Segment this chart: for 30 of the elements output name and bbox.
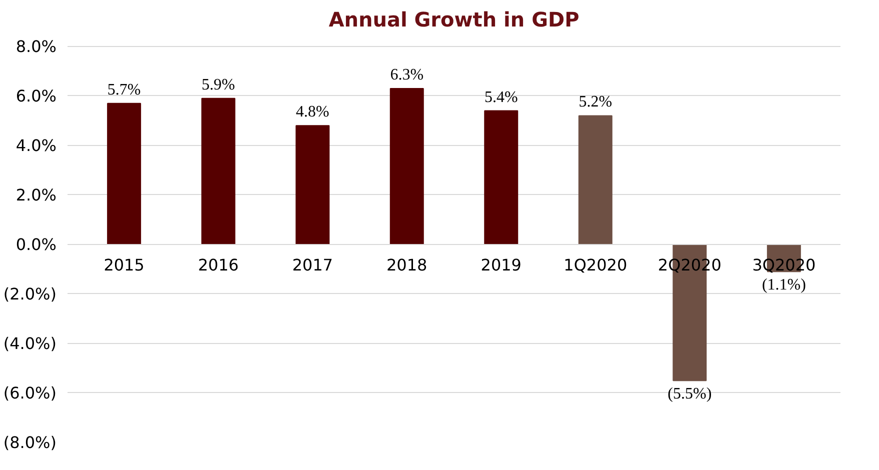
- bar: [296, 125, 330, 245]
- bar: [107, 102, 142, 245]
- y-tick-label: 6.0%: [16, 86, 57, 106]
- y-tick-label: (8.0%): [3, 433, 57, 452]
- bar: [578, 115, 612, 245]
- y-tick-label: 4.0%: [16, 136, 57, 155]
- chart-title: Annual Growth in GDP: [328, 8, 580, 32]
- x-tick-label: 2015: [104, 255, 144, 274]
- data-label: (5.5%): [668, 386, 712, 403]
- x-tick-label: 2018: [386, 255, 428, 274]
- bar: [201, 98, 236, 245]
- data-label: (1.1%): [762, 276, 806, 294]
- x-tick-label: 2019: [480, 255, 522, 274]
- x-tick-label: 2016: [198, 255, 239, 274]
- y-tick-label: (2.0%): [3, 284, 57, 304]
- data-label: 5.4%: [484, 88, 518, 106]
- y-tick-label: 8.0%: [16, 36, 57, 56]
- bar: [484, 110, 518, 245]
- data-label: 5.7%: [107, 81, 141, 98]
- x-tick-label: 1Q2020: [564, 255, 628, 274]
- bar: [390, 88, 424, 245]
- y-tick-label: (4.0%): [3, 334, 57, 353]
- x-tick-label: 2017: [292, 255, 333, 274]
- y-tick-label: 2.0%: [16, 185, 57, 204]
- y-tick-label: (6.0%): [3, 383, 57, 402]
- data-label: 6.3%: [390, 66, 424, 84]
- data-label: 5.9%: [202, 76, 235, 94]
- y-tick-label: 0.0%: [16, 234, 57, 254]
- data-label: 4.8%: [296, 104, 330, 121]
- data-label: 5.2%: [578, 94, 612, 111]
